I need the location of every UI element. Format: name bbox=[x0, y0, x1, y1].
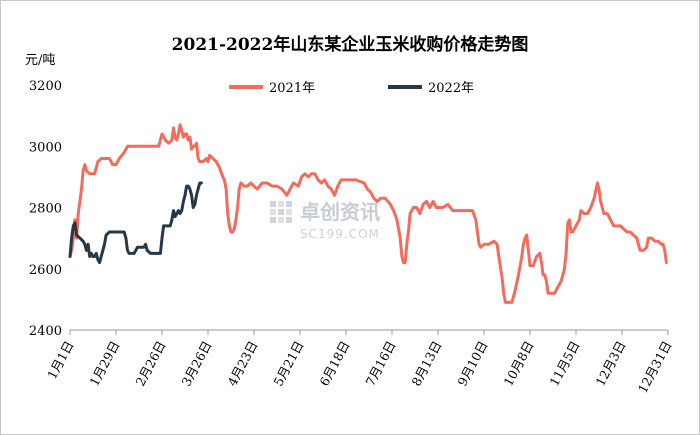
x-tick-label: 2月26日 bbox=[132, 338, 168, 388]
watermark-brand-cn: 卓创资讯 bbox=[300, 200, 380, 224]
y-axis-unit-label: 元/吨 bbox=[25, 53, 55, 68]
series-line-2021 bbox=[68, 123, 668, 304]
x-tick-label: 8月13日 bbox=[408, 338, 444, 388]
x-axis: 1月1日 1月29日 2月26日 3月26日 4月23日 5月21日 6月18日 7月16日 8… bbox=[44, 330, 675, 396]
y-tick-label: 2800 bbox=[29, 202, 62, 217]
x-tick-label: 3月26日 bbox=[178, 338, 214, 388]
series-line-2022 bbox=[68, 181, 203, 265]
y-tick-label: 3000 bbox=[29, 140, 62, 155]
x-tick-label: 1月29日 bbox=[86, 338, 122, 388]
legend-label-2022: 2022年 bbox=[428, 81, 474, 96]
watermark: 卓创资讯 SC199.COM bbox=[270, 200, 380, 241]
chart-title: 2021-2022年山东某企业玉米收购价格走势图 bbox=[172, 34, 529, 55]
legend-label-2021: 2021年 bbox=[269, 81, 315, 96]
x-tick-label: 5月21日 bbox=[270, 338, 306, 388]
y-tick-label: 3200 bbox=[29, 79, 62, 94]
x-tick-label: 6月18日 bbox=[316, 338, 352, 388]
legend: 2021年 2022年 bbox=[229, 81, 474, 96]
x-tick-label: 1月1日 bbox=[44, 338, 76, 381]
x-tick-label: 12月3日 bbox=[592, 338, 628, 388]
watermark-brand-en: SC199.COM bbox=[300, 227, 380, 241]
y-axis: 2400 2600 2800 3000 3200 bbox=[29, 79, 62, 339]
x-tick-label: 4月23日 bbox=[224, 338, 260, 388]
x-tick-label: 7月16日 bbox=[362, 338, 398, 388]
series-layer bbox=[68, 123, 668, 304]
watermark-logo-icon bbox=[270, 201, 292, 223]
x-tick-label: 10月8日 bbox=[500, 338, 536, 388]
x-tick-label: 12月31日 bbox=[635, 338, 675, 395]
y-tick-label: 2600 bbox=[29, 263, 62, 278]
x-tick-label: 9月10日 bbox=[454, 338, 490, 388]
x-tick-label: 11月5日 bbox=[546, 338, 582, 388]
y-tick-label: 2400 bbox=[29, 324, 62, 339]
